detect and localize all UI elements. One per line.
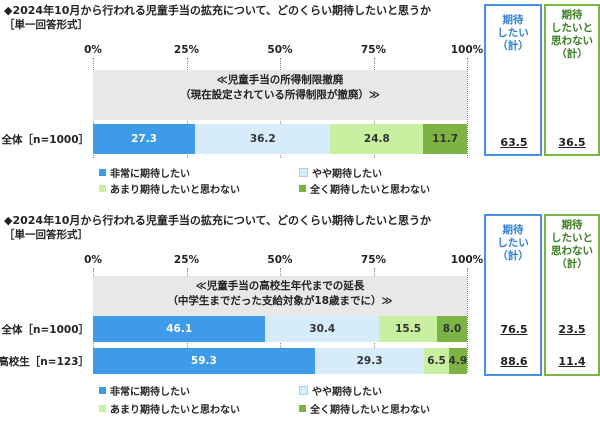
chart-1-title: ◆2024年10月から行われる児童手当の拡充について、どのくらい期待したいと思う… xyxy=(4,4,431,17)
chart-2-legend-item: あまり期待したいと思わない xyxy=(99,401,240,416)
chart-1-note-line: （現在設定されている所得制限が撤廃）≫ xyxy=(180,89,380,101)
chart-2-summary-header-line: （計） xyxy=(497,250,529,262)
chart-1-row-label: 全体［n=1000］ xyxy=(1,134,90,146)
chart-2-legend-swatch xyxy=(99,405,106,412)
chart-1-legend-label: やや期待したい xyxy=(312,169,382,180)
chart-2-bar-segment: 30.4 xyxy=(265,316,380,342)
chart-2-summary-expect: 88.6 xyxy=(500,355,528,368)
chart-1-legend-item: 全く期待したいと思わない xyxy=(299,181,430,196)
chart-2-note: ≪児童手当の高校生年代までの延長 （中学生までだった支給対象が18歳までに）≫ xyxy=(93,276,467,316)
chart-2-tick-label: 75% xyxy=(360,254,387,266)
chart-1-bar-segment: 24.8 xyxy=(330,124,424,154)
chart-2-legend-label: あまり期待したいと思わない xyxy=(110,405,240,416)
chart-1-bar-segment: 36.2 xyxy=(195,124,331,154)
chart-1-summary-header-line: 期待 xyxy=(561,9,583,21)
chart-2-legend-label: 非常に期待したい xyxy=(110,387,190,398)
chart-2-bar-segment: 29.3 xyxy=(314,348,425,374)
chart-1-summary-header: 期待 したいと 思わない （計） xyxy=(546,9,598,61)
chart-1-legend-label: あまり期待したいと思わない xyxy=(110,185,240,196)
chart-1-gridline xyxy=(467,58,468,158)
chart-1-legend-swatch xyxy=(299,185,306,192)
chart-2-summary-box-expect: 期待 したい （計） xyxy=(484,214,542,376)
chart-2-legend-swatch xyxy=(299,405,306,412)
chart-2-tick-label: 0% xyxy=(84,254,102,266)
chart-1-summary-header-line: 期待 xyxy=(502,14,524,26)
chart-2-summary-notexpect: 11.4 xyxy=(558,355,586,368)
chart-2-legend-label: 全く期待したいと思わない xyxy=(310,405,430,416)
chart-1-note: ≪児童手当の所得制限撤廃 （現在設定されている所得制限が撤廃）≫ xyxy=(93,70,467,120)
chart-2-summary-expect: 76.5 xyxy=(500,323,528,336)
chart-2-legend-item: やや期待したい xyxy=(299,383,382,398)
chart-2-summary-header-line: したい xyxy=(497,237,529,249)
chart-2-legend-item: 非常に期待したい xyxy=(99,383,190,398)
chart-1-summary-notexpect: 36.5 xyxy=(558,136,586,149)
chart-2-subtitle: ［単一回答形式］ xyxy=(4,229,88,241)
chart-2-summary-notexpect: 23.5 xyxy=(558,323,586,336)
chart-1-legend-swatch xyxy=(99,169,106,176)
chart-2-tick-label: 100% xyxy=(450,254,484,266)
chart-1-bar-segment: 11.7 xyxy=(423,124,467,154)
chart-1-summary-box-expect: 期待 したい （計） xyxy=(484,4,542,156)
chart-2-legend-item: 全く期待したいと思わない xyxy=(299,401,430,416)
chart-2-bar-segment: 46.1 xyxy=(93,316,266,342)
chart-1-note-line: ≪児童手当の所得制限撤廃 xyxy=(216,74,344,86)
chart-2-tick-label: 50% xyxy=(267,254,293,266)
chart-2-bar-segment: 15.5 xyxy=(379,316,438,342)
chart-2-row-label: 全体［n=1000］ xyxy=(1,324,90,336)
chart-1-legend-swatch xyxy=(99,185,106,192)
chart-1-tick-label: 50% xyxy=(267,44,293,56)
chart-1-legend-item: あまり期待したいと思わない xyxy=(99,181,240,196)
chart-1-summary-header-line: したい xyxy=(497,27,529,39)
chart-1-legend-label: 非常に期待したい xyxy=(110,169,190,180)
chart-2-summary-header: 期待 したい （計） xyxy=(486,224,540,263)
chart-2-summary-header-line: 期待 xyxy=(561,219,583,231)
chart-1-subtitle: ［単一回答形式］ xyxy=(4,19,88,31)
chart-1-summary-header-line: （計） xyxy=(497,40,529,52)
chart-2-summary-header-line: 期待 xyxy=(502,224,524,236)
chart-2-tick-label: 25% xyxy=(173,254,200,266)
chart-2-row-label: 高校生［n=123］ xyxy=(0,356,89,368)
chart-1-legend-item: やや期待したい xyxy=(299,165,382,180)
chart-2-title: ◆2024年10月から行われる児童手当の拡充について、どのくらい期待したいと思う… xyxy=(4,214,431,227)
chart-1-tick-label: 25% xyxy=(173,44,200,56)
chart-1-legend-label: 全く期待したいと思わない xyxy=(310,185,430,196)
chart-1-legend-item: 非常に期待したい xyxy=(99,165,190,180)
chart-2-summary-header-line: （計） xyxy=(556,258,588,270)
chart-1-summary-expect: 63.5 xyxy=(500,136,528,149)
chart-1-summary-header-line: （計） xyxy=(556,48,588,60)
chart-1-summary-header-line: したいと xyxy=(551,22,593,34)
chart-2-note-line: （中学生までだった支給対象が18歳までに）≫ xyxy=(167,295,393,307)
chart-2-summary-box-notexpect: 期待 したいと 思わない （計） xyxy=(544,214,600,376)
chart-2-bar-segment: 59.3 xyxy=(93,348,315,374)
chart-2-summary-header: 期待 したいと 思わない （計） xyxy=(546,219,598,271)
chart-2-gridline xyxy=(467,268,468,372)
chart-1-summary-header-line: 思わない xyxy=(551,35,593,47)
chart-1-tick-label: 75% xyxy=(360,44,387,56)
chart-1-summary-header: 期待 したい （計） xyxy=(486,14,540,53)
chart-2-bar-segment: 6.5 xyxy=(424,348,449,374)
chart-2-bar-segment: 4.9 xyxy=(449,348,467,374)
chart-1-legend-swatch xyxy=(299,168,308,177)
chart-1-bar-segment: 27.3 xyxy=(93,124,196,154)
chart-2-legend-swatch xyxy=(299,386,308,395)
chart-1-tick-label: 100% xyxy=(450,44,484,56)
chart-2-note-line: ≪児童手当の高校生年代までの延長 xyxy=(195,280,365,292)
chart-1-summary-box-notexpect: 期待 したいと 思わない （計） xyxy=(544,4,600,156)
chart-1-tick-label: 0% xyxy=(84,44,102,56)
chart-2-summary-header-line: 思わない xyxy=(551,245,593,257)
chart-2-bar-segment: 8.0 xyxy=(437,316,467,342)
chart-2-legend-swatch xyxy=(99,387,106,394)
chart-2-summary-header-line: したいと xyxy=(551,232,593,244)
chart-2-legend-label: やや期待したい xyxy=(312,387,382,398)
